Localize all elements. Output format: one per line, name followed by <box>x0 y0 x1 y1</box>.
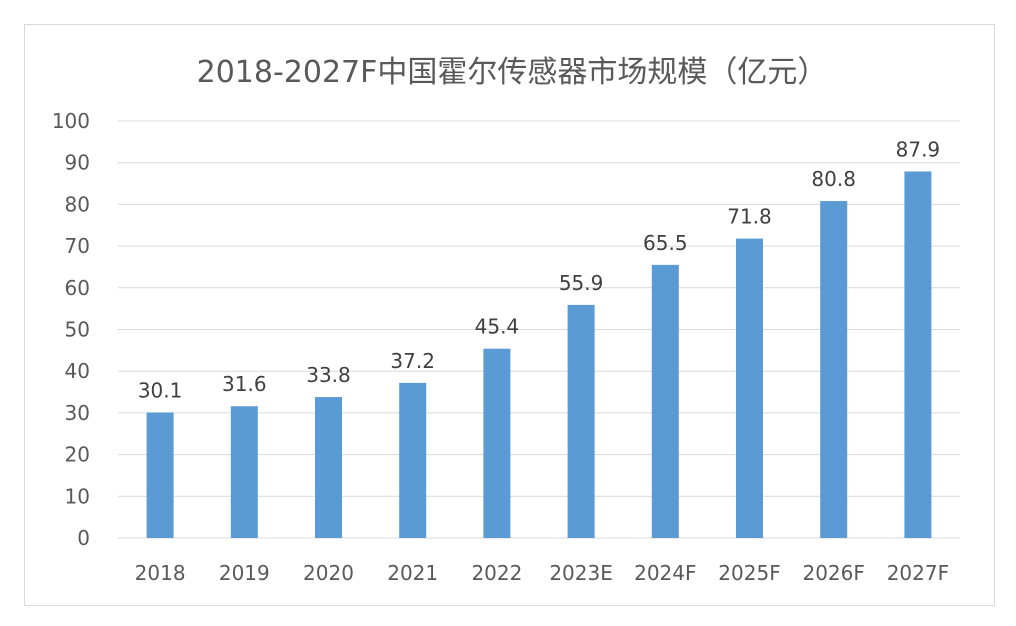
data-label: 80.8 <box>811 167 856 191</box>
x-tick-label: 2023E <box>549 561 613 585</box>
data-labels: 30.1 31.6 33.8 37.2 45.4 55.9 65.5 71.8 80.8 87.9 <box>138 137 940 402</box>
data-label: 30.1 <box>138 378 183 402</box>
x-tick-label: 2019 <box>219 561 270 585</box>
bar <box>315 397 342 538</box>
bar <box>483 348 511 538</box>
y-tick-label: 10 <box>65 484 90 508</box>
y-tick-label: 80 <box>65 192 90 216</box>
bars <box>146 171 932 538</box>
data-label: 55.9 <box>559 271 604 295</box>
data-label: 31.6 <box>222 372 267 396</box>
y-axis: 0 10 20 30 40 50 60 70 80 90 100 <box>52 109 90 550</box>
x-tick-label: 2024F <box>634 561 696 585</box>
y-tick-label: 70 <box>65 234 90 258</box>
x-tick-label: 2026F <box>802 561 864 585</box>
chart-title: 2018-2027F中国霍尔传感器市场规模（亿元） <box>197 55 828 90</box>
bar <box>567 304 595 538</box>
y-tick-label: 50 <box>65 318 90 342</box>
x-tick-label: 2022 <box>471 561 522 585</box>
x-tick-label: 2027F <box>887 561 949 585</box>
y-tick-label: 30 <box>65 401 90 425</box>
data-label: 37.2 <box>390 349 435 373</box>
x-tick-label: 2020 <box>303 561 354 585</box>
data-label: 65.5 <box>643 231 688 255</box>
x-axis: 2018 2019 2020 2021 2022 2023E 2024F 2025F 2026F… <box>135 561 949 585</box>
bar <box>820 201 848 538</box>
bar <box>651 264 679 538</box>
bar <box>904 171 932 538</box>
y-tick-label: 40 <box>65 359 90 383</box>
x-tick-label: 2025F <box>718 561 780 585</box>
y-tick-label: 0 <box>77 526 90 550</box>
y-tick-label: 90 <box>65 151 90 175</box>
x-tick-label: 2021 <box>387 561 438 585</box>
data-label: 33.8 <box>306 363 351 387</box>
bar <box>146 412 174 538</box>
y-tick-label: 20 <box>65 443 90 467</box>
bar <box>399 382 427 538</box>
x-tick-label: 2018 <box>135 561 186 585</box>
y-tick-label: 100 <box>52 109 90 133</box>
data-label: 87.9 <box>896 137 941 161</box>
data-label: 45.4 <box>475 315 520 339</box>
data-label: 71.8 <box>727 205 772 229</box>
bar <box>736 238 763 538</box>
y-tick-label: 60 <box>65 276 90 300</box>
bar <box>230 406 258 538</box>
grid-lines <box>118 120 960 539</box>
